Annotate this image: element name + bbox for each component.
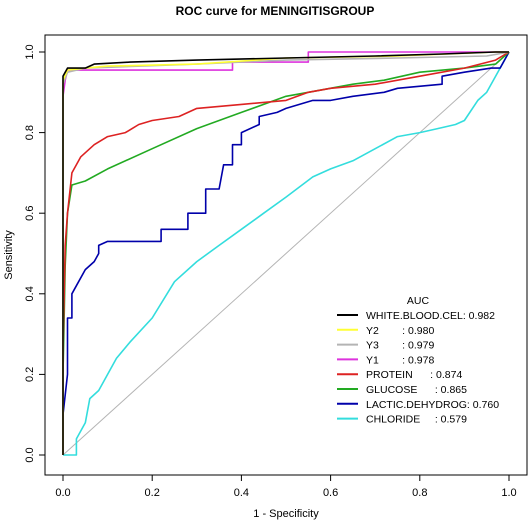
x-tick-label: 0.8 [412, 487, 427, 499]
x-tick-label: 1.0 [501, 487, 516, 499]
y-tick-label: 0.4 [24, 286, 36, 301]
y-tick-label: 0.8 [24, 125, 36, 140]
legend-title: AUC [407, 295, 430, 307]
legend: AUC WHITE.BLOOD.CEL: 0.982 Y2 : 0.980 Y3 :… [337, 295, 499, 426]
x-tick-label: 0.0 [55, 487, 70, 499]
legend-entry-label: GLUCOSE : 0.865 [366, 384, 467, 396]
plot-frame [44, 34, 528, 476]
legend-entry-label: WHITE.BLOOD.CEL: 0.982 [366, 310, 495, 322]
chart-title: ROC curve for MENINGITISGROUP [176, 4, 375, 18]
x-tick-label: 0.6 [323, 487, 338, 499]
plot-area [62, 51, 510, 456]
roc-curve-8 [63, 51, 510, 456]
y-tick-label: 1.0 [24, 44, 36, 59]
roc-curve-1 [62, 51, 509, 455]
legend-entry-label: Y3 : 0.979 [366, 340, 434, 352]
x-axis: 0.0 0.2 0.4 0.6 0.8 1.0 [55, 475, 517, 499]
y-tick-label: 0.2 [24, 367, 36, 382]
y-tick-label: 0.6 [24, 206, 36, 221]
legend-entry-label: Y1 : 0.978 [366, 354, 434, 366]
legend-entry-label: CHLORIDE : 0.579 [366, 414, 467, 426]
x-axis-label: 1 - Specificity [253, 508, 319, 520]
legend-entry-label: Y2 : 0.980 [366, 325, 434, 337]
x-tick-label: 0.4 [234, 487, 249, 499]
roc-curve-5 [62, 51, 510, 455]
y-tick-label: 0.0 [24, 447, 36, 462]
y-axis-label: Sensitivity [3, 230, 15, 280]
reference-diagonal [62, 51, 510, 456]
y-axis: 0.0 0.2 0.4 0.6 0.8 1.0 [24, 44, 45, 463]
legend-entry-label: PROTEIN : 0.874 [366, 369, 462, 381]
legend-entry-label: LACTIC.DEHYDROG: 0.760 [366, 399, 499, 411]
x-tick-label: 0.2 [145, 487, 160, 499]
roc-curve-7 [62, 51, 510, 455]
